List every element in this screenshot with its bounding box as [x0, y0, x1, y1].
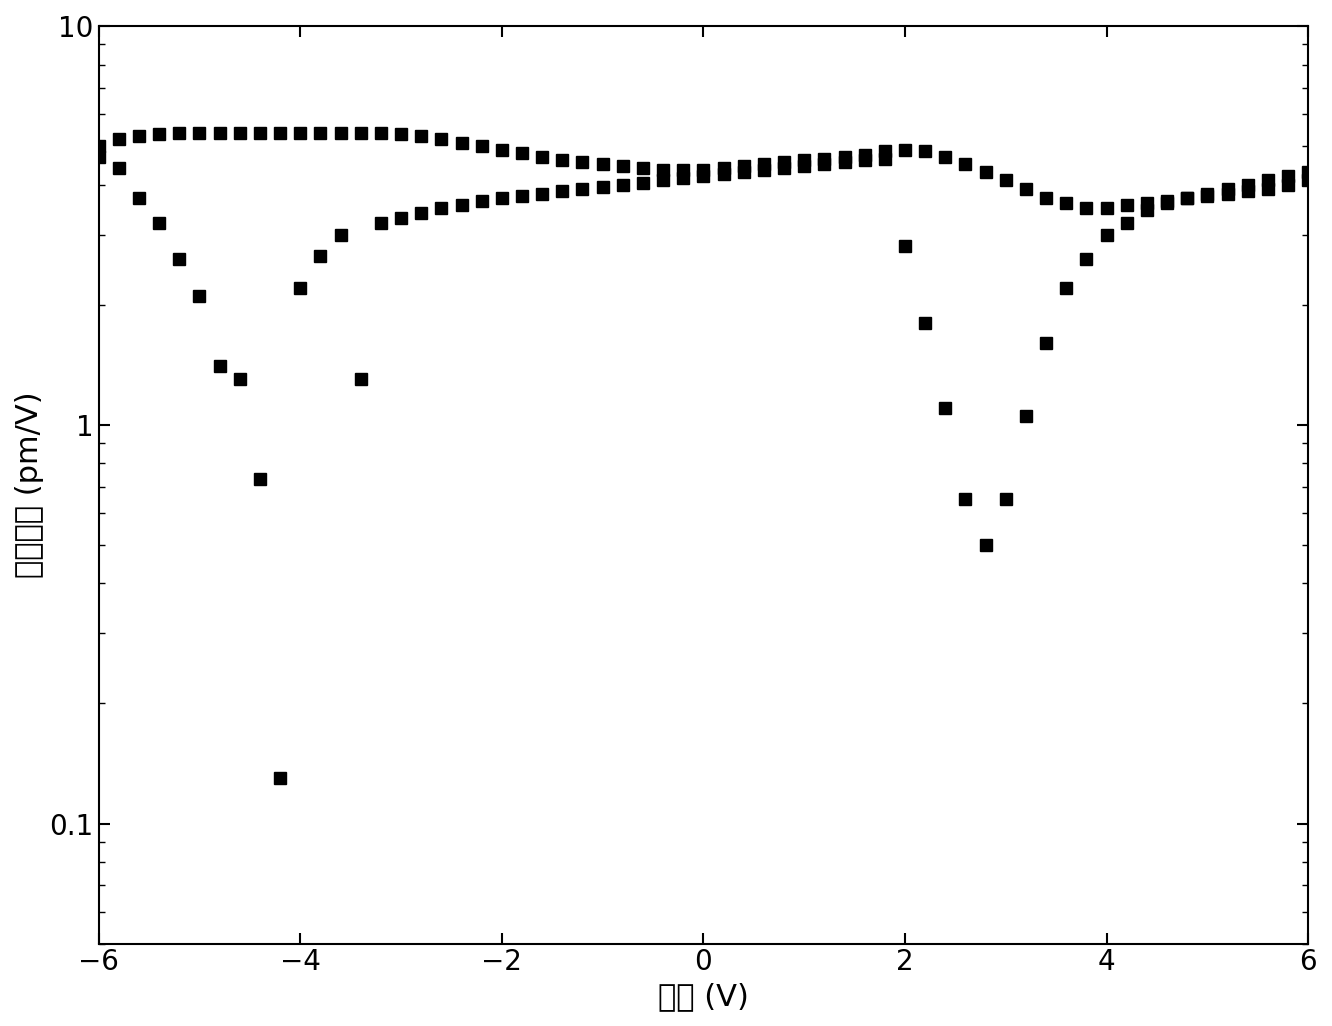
X-axis label: 电压 (V): 电压 (V): [658, 982, 749, 1011]
Y-axis label: 压电系数 (pm/V): 压电系数 (pm/V): [15, 392, 44, 578]
